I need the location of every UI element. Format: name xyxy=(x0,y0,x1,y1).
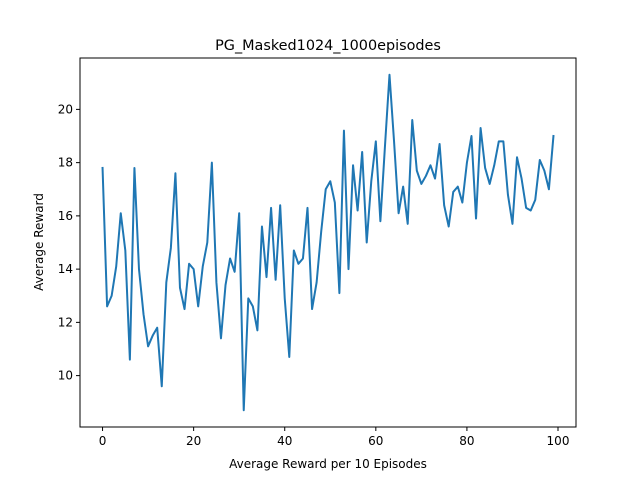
x-tick-label: 40 xyxy=(277,434,292,448)
y-tick-label: 14 xyxy=(58,262,73,276)
plot-area: 0 20 40 60 80 100 10 12 14 16 18 20 xyxy=(58,57,577,448)
axes-frame xyxy=(79,57,577,428)
x-tick-label: 60 xyxy=(368,434,383,448)
y-tick-label: 18 xyxy=(58,156,73,170)
y-axis-label: Average Reward xyxy=(32,193,46,291)
y-tick-label: 20 xyxy=(58,102,73,116)
x-axis-label: Average Reward per 10 Episodes xyxy=(229,457,427,471)
x-tick-label: 80 xyxy=(459,434,474,448)
x-tick-label: 20 xyxy=(186,434,201,448)
chart-title: PG_Masked1024_1000episodes xyxy=(215,38,441,54)
y-tick-label: 10 xyxy=(58,369,73,383)
y-tick-label: 16 xyxy=(58,209,73,223)
series-line-0 xyxy=(101,73,555,412)
x-tick-label: 0 xyxy=(99,434,107,448)
y-tick-label: 12 xyxy=(58,315,73,329)
x-tick-label: 100 xyxy=(547,434,570,448)
